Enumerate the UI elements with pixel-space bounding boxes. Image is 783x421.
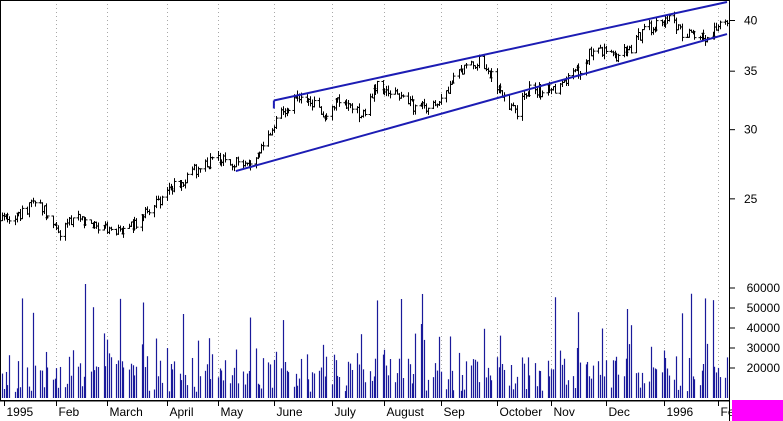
volume-tick-label: 30000 — [747, 341, 781, 355]
channel-lower-line — [235, 33, 728, 173]
x-tick-label: Dec — [609, 405, 630, 419]
x-tick-label: March — [110, 405, 143, 419]
price-bars — [0, 11, 730, 241]
volume-tick-label: 20000 — [747, 361, 781, 375]
x-tick-label: 1995 — [7, 405, 34, 419]
price-tick-label: 30 — [744, 123, 758, 137]
x-tick-label: April — [170, 405, 194, 419]
x-tick-label: July — [335, 405, 356, 419]
x-tick-label: Sep — [444, 405, 466, 419]
x-tick-label: 1996 — [667, 405, 694, 419]
x-tick-label: August — [387, 405, 425, 419]
x-tick-label: June — [277, 405, 303, 419]
x-tick-label: May — [221, 405, 244, 419]
trend-channel — [235, 1, 728, 173]
volume-axis: 20000 30000 40000 50000 60000 — [729, 281, 780, 375]
volume-bars — [1, 284, 729, 398]
x-axis: 1995 Feb March April May June July August Sep Oct… — [4, 401, 735, 419]
volume-tick-label: 60000 — [747, 281, 781, 295]
price-tick-label: 35 — [744, 64, 758, 78]
volume-tick-label: 50000 — [747, 301, 781, 315]
x-tick-label: Fe — [721, 405, 735, 419]
channel-upper-line — [273, 1, 728, 102]
price-axis: 25 30 35 40 — [729, 14, 758, 206]
corner-marker — [732, 400, 783, 421]
price-tick-label: 40 — [744, 14, 758, 28]
x-tick-label: Nov — [554, 405, 575, 419]
x-tick-label: October — [500, 405, 543, 419]
price-tick-label: 25 — [744, 192, 758, 206]
x-tick-label: Feb — [59, 405, 80, 419]
volume-tick-label: 40000 — [747, 321, 781, 335]
